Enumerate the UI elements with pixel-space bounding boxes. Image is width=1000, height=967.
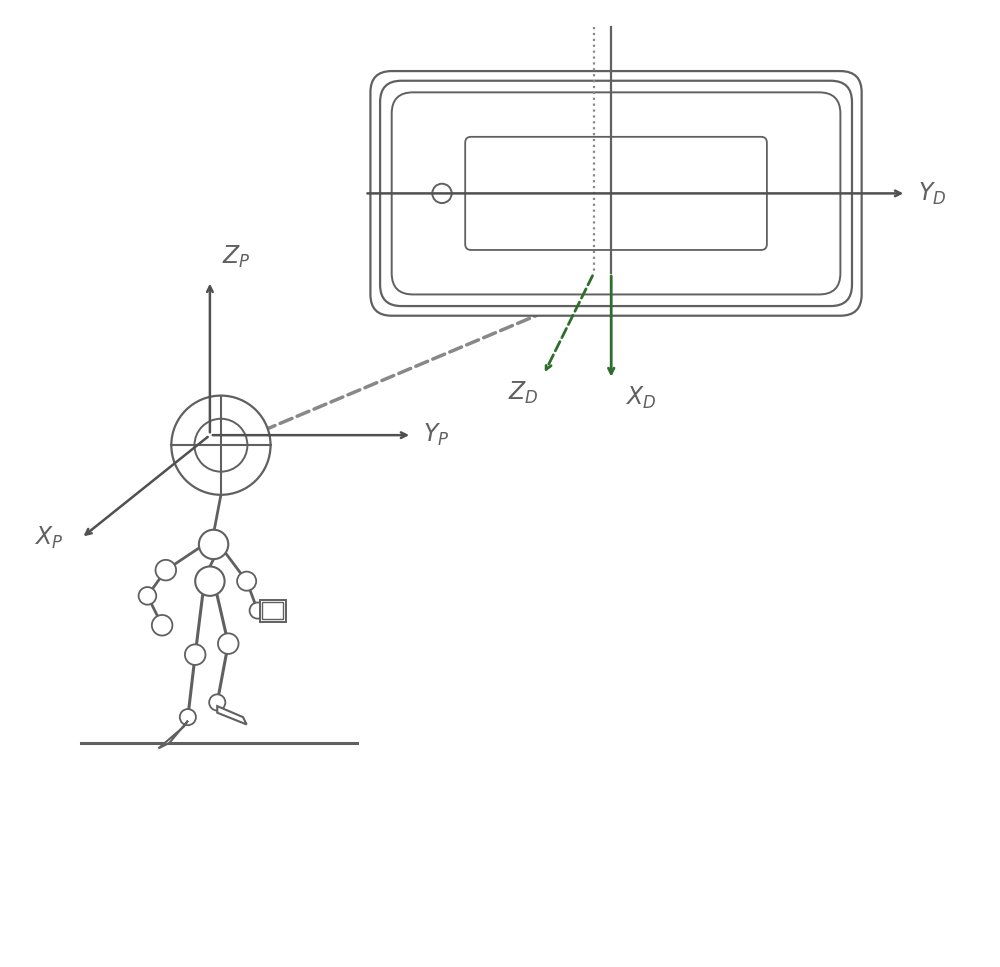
Circle shape xyxy=(195,567,225,596)
FancyBboxPatch shape xyxy=(370,72,862,316)
Text: $Z_P$: $Z_P$ xyxy=(222,244,250,270)
Polygon shape xyxy=(158,720,188,748)
Circle shape xyxy=(194,419,247,472)
Text: $X_P$: $X_P$ xyxy=(34,525,63,551)
Circle shape xyxy=(180,709,196,725)
Text: $Z_D$: $Z_D$ xyxy=(508,379,539,406)
Polygon shape xyxy=(217,706,247,724)
Circle shape xyxy=(139,587,156,604)
FancyBboxPatch shape xyxy=(392,93,840,295)
FancyBboxPatch shape xyxy=(465,136,767,249)
Circle shape xyxy=(185,644,205,665)
Text: $X_D$: $X_D$ xyxy=(625,384,656,411)
Bar xyxy=(260,600,286,622)
Circle shape xyxy=(250,602,266,619)
Text: $Y_P$: $Y_P$ xyxy=(423,422,449,449)
Text: $Y_D$: $Y_D$ xyxy=(918,180,946,207)
FancyBboxPatch shape xyxy=(380,81,852,306)
Circle shape xyxy=(209,694,225,711)
Circle shape xyxy=(171,396,271,495)
Circle shape xyxy=(237,571,256,591)
Circle shape xyxy=(199,530,228,559)
Bar xyxy=(262,602,283,619)
Circle shape xyxy=(152,615,172,635)
Circle shape xyxy=(432,184,452,203)
Circle shape xyxy=(218,633,239,654)
Circle shape xyxy=(156,560,176,580)
